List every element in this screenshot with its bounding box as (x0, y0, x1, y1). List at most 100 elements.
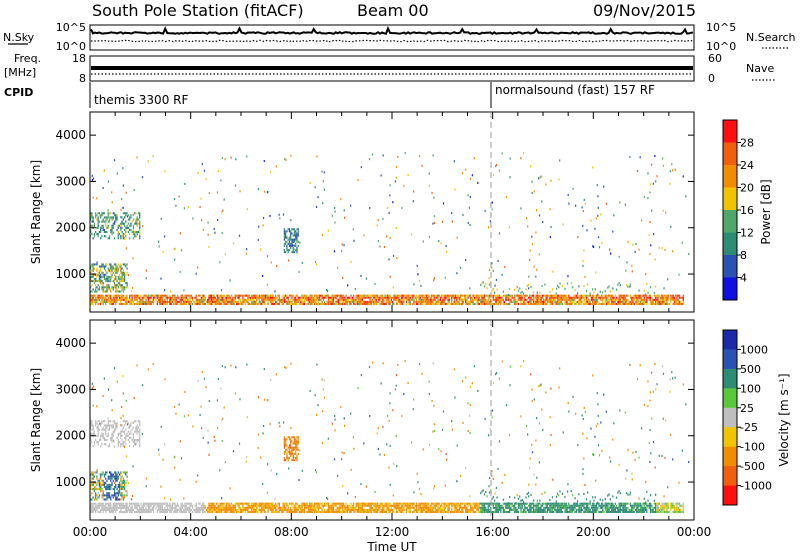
power-range-gate-cell (217, 302, 219, 306)
power-range-gate-cell (678, 294, 681, 297)
velocity-range-gate-cell (652, 510, 654, 514)
velocity-range-gate-cell (634, 504, 637, 507)
velocity-range-gate-cell (340, 504, 342, 507)
power-range-gate-cell (97, 302, 99, 306)
velocity-range-gate-cell (393, 502, 395, 505)
power-range-gate-cell (639, 156, 641, 159)
power-range-gate-cell (157, 296, 160, 299)
power-range-gate-cell (92, 298, 94, 301)
power-range-gate-cell (219, 296, 221, 299)
power-range-gate-cell (258, 300, 260, 303)
velocity-range-gate-cell (550, 510, 552, 514)
velocity-range-gate-cell (422, 510, 424, 514)
velocity-range-gate-cell (298, 504, 301, 507)
power-range-gate-cell (264, 302, 267, 306)
power-range-gate-cell (268, 296, 270, 299)
velocity-range-gate-cell (235, 510, 238, 514)
velocity-range-gate-cell (336, 506, 338, 509)
velocity-range-gate-cell (656, 506, 658, 509)
velocity-range-gate-cell (311, 508, 313, 511)
power-range-gate-cell (91, 233, 93, 236)
power-range-gate-cell (636, 298, 638, 301)
power-range-gate-cell (514, 298, 516, 301)
power-range-gate-cell (131, 287, 134, 290)
velocity-range-gate-cell (610, 502, 613, 505)
power-range-gate-cell (160, 277, 162, 280)
power-range-gate-cell (222, 300, 224, 303)
velocity-range-gate-cell (441, 502, 443, 505)
velocity-range-gate-cell (139, 504, 141, 507)
velocity-range-gate-cell (458, 508, 460, 511)
velocity-range-gate-cell (526, 502, 528, 505)
velocity-range-gate-cell (424, 506, 426, 509)
velocity-range-gate-cell (636, 506, 638, 509)
power-range-gate-cell (497, 300, 499, 303)
power-range-gate-cell (428, 300, 430, 303)
velocity-range-gate-cell (262, 506, 264, 509)
velocity-range-gate-cell (405, 504, 408, 507)
velocity-range-gate-cell (241, 502, 243, 505)
velocity-range-gate-cell (342, 502, 345, 505)
velocity-range-gate-cell (365, 508, 367, 511)
power-range-gate-cell (531, 235, 533, 238)
power-range-gate-cell (123, 298, 126, 301)
power-range-gate-cell (122, 271, 124, 274)
velocity-range-gate-cell (322, 510, 325, 514)
power-range-gate-cell (420, 298, 423, 301)
power-range-gate-cell (649, 296, 652, 299)
velocity-range-gate-cell (125, 510, 127, 514)
power-range-gate-cell (390, 296, 392, 299)
power-range-gate-cell (115, 294, 117, 297)
velocity-range-gate-cell (165, 504, 167, 507)
power-range-gate-cell (345, 302, 347, 306)
power-range-gate-cell (393, 294, 395, 297)
power-range-gate-cell (429, 298, 432, 301)
velocity-range-gate-cell (101, 506, 103, 509)
power-range-gate-cell (296, 302, 298, 306)
velocity-range-gate-cell (475, 504, 477, 507)
velocity-range-gate-cell (141, 508, 143, 511)
power-range-gate-cell (369, 302, 371, 306)
power-y-tick-label: 2000 (55, 221, 86, 235)
power-range-gate-cell (106, 294, 108, 297)
velocity-range-gate-cell (287, 510, 289, 514)
power-range-gate-cell (100, 226, 102, 229)
power-range-gate-cell (399, 294, 401, 297)
power-range-gate-cell (137, 222, 140, 225)
power-range-gate-cell (209, 296, 211, 299)
velocity-range-gate-cell (184, 508, 186, 511)
velocity-range-gate-cell (151, 508, 153, 511)
velocity-range-gate-cell (649, 510, 652, 514)
velocity-range-gate-cell (160, 508, 162, 511)
power-range-gate-cell (277, 298, 279, 301)
velocity-range-gate-cell (495, 502, 497, 505)
nave-label: Nave (746, 62, 774, 75)
power-range-gate-cell (225, 296, 228, 299)
velocity-range-gate-cell (419, 508, 421, 511)
velocity-range-gate-cell (317, 504, 320, 507)
velocity-range-gate-cell (91, 510, 93, 514)
velocity-range-gate-cell (593, 504, 595, 507)
power-range-gate-cell (295, 230, 297, 233)
power-range-gate-cell (677, 298, 679, 301)
velocity-range-gate-cell (608, 493, 610, 496)
velocity-range-gate-cell (556, 502, 559, 505)
velocity-range-gate-cell (165, 510, 167, 514)
power-range-gate-cell (93, 235, 96, 238)
velocity-range-gate-cell (173, 506, 175, 509)
power-range-gate-cell (491, 294, 493, 297)
power-range-gate-cell (454, 298, 457, 301)
velocity-range-gate-cell (144, 502, 146, 505)
velocity-range-gate-cell (301, 502, 303, 505)
power-range-gate-cell (448, 296, 450, 299)
power-range-gate-cell (91, 224, 93, 227)
velocity-range-gate-cell (622, 506, 624, 509)
velocity-range-gate-cell (578, 506, 580, 509)
power-range-gate-cell (144, 302, 146, 306)
velocity-range-gate-cell (462, 510, 464, 514)
velocity-range-gate-cell (317, 508, 320, 511)
power-range-gate-cell (219, 298, 221, 301)
power-range-gate-cell (545, 183, 547, 186)
power-range-gate-cell (454, 302, 457, 306)
power-range-gate-cell (106, 290, 108, 293)
